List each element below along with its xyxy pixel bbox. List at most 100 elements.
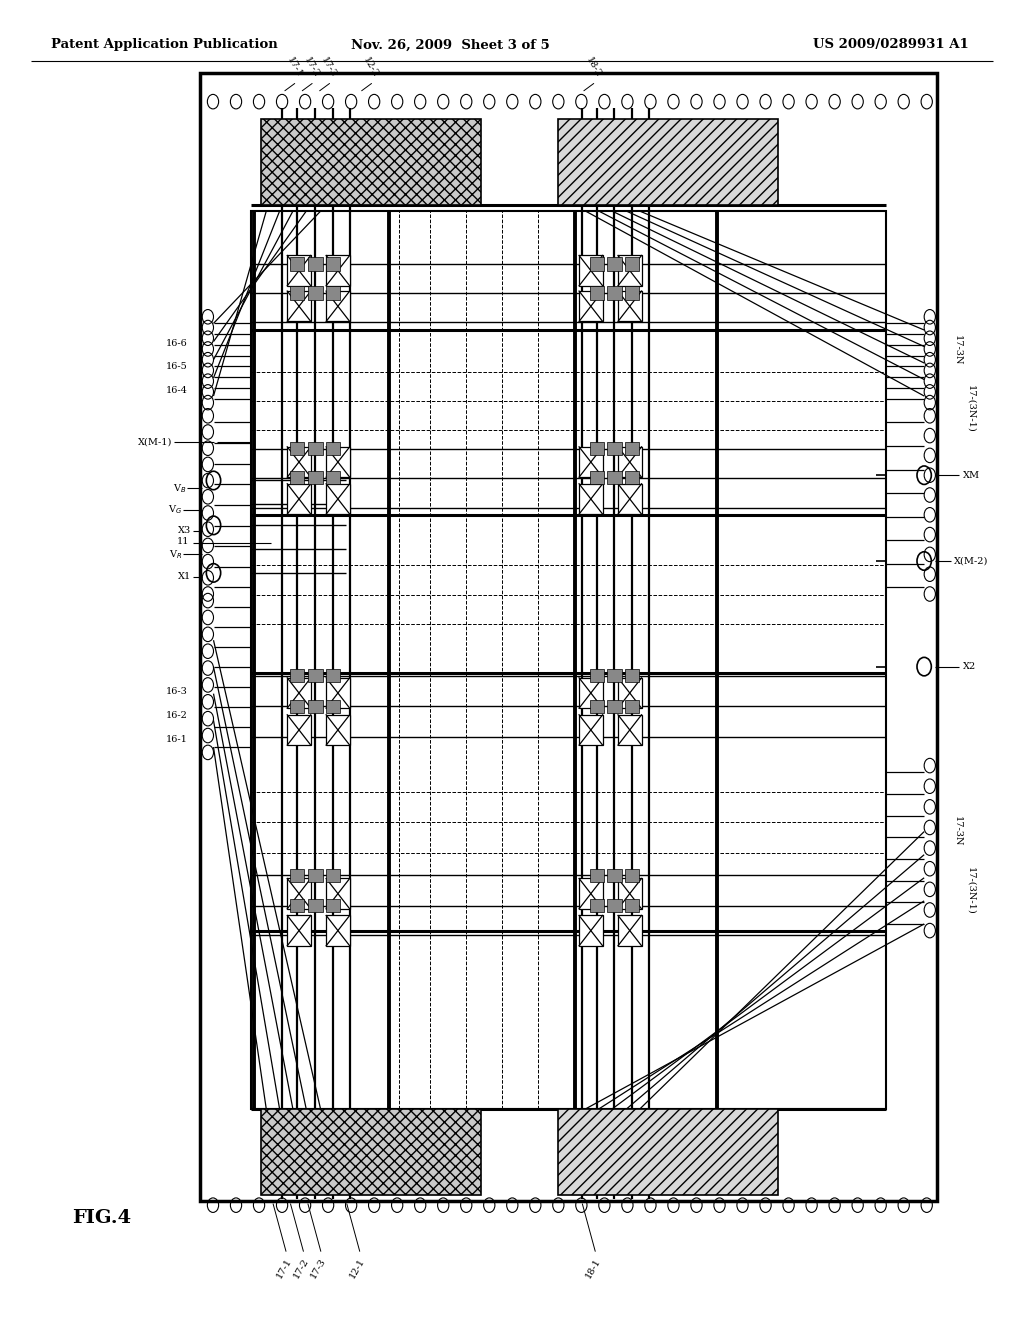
- Bar: [580, 678, 602, 708]
- Bar: [290, 700, 304, 713]
- Bar: [308, 869, 323, 882]
- Bar: [625, 257, 639, 271]
- Bar: [590, 700, 604, 713]
- Bar: [618, 255, 641, 286]
- Bar: [607, 471, 622, 484]
- Bar: [326, 257, 340, 271]
- Bar: [287, 678, 311, 708]
- Bar: [625, 899, 639, 912]
- Text: 16-2: 16-2: [166, 711, 187, 719]
- Text: 16-1: 16-1: [166, 735, 187, 743]
- Bar: [625, 669, 639, 682]
- Bar: [618, 483, 641, 513]
- Bar: [326, 442, 340, 455]
- Bar: [290, 899, 304, 912]
- Text: Patent Application Publication: Patent Application Publication: [51, 38, 278, 51]
- Bar: [580, 290, 602, 321]
- Bar: [326, 483, 350, 513]
- Bar: [607, 442, 622, 455]
- Bar: [590, 257, 604, 271]
- Text: 16-5: 16-5: [166, 363, 187, 371]
- Bar: [625, 700, 639, 713]
- Bar: [326, 899, 340, 912]
- Bar: [625, 471, 639, 484]
- Bar: [590, 669, 604, 682]
- Bar: [287, 446, 311, 477]
- Bar: [558, 119, 778, 205]
- Bar: [618, 446, 641, 477]
- Bar: [618, 290, 641, 321]
- Bar: [580, 916, 602, 945]
- Bar: [326, 916, 350, 945]
- Text: XM: XM: [963, 471, 980, 479]
- Bar: [607, 869, 622, 882]
- Bar: [590, 899, 604, 912]
- Bar: [287, 255, 311, 286]
- Bar: [326, 446, 350, 477]
- Bar: [326, 869, 340, 882]
- Bar: [287, 916, 311, 945]
- Text: X(M-1): X(M-1): [137, 438, 172, 446]
- Bar: [607, 700, 622, 713]
- Text: Nov. 26, 2009  Sheet 3 of 5: Nov. 26, 2009 Sheet 3 of 5: [351, 38, 550, 51]
- Bar: [326, 700, 340, 713]
- Bar: [326, 286, 340, 300]
- Bar: [625, 869, 639, 882]
- Bar: [326, 669, 340, 682]
- Text: 17-3N: 17-3N: [953, 816, 962, 847]
- Bar: [290, 257, 304, 271]
- Text: 17-1: 17-1: [274, 1257, 293, 1280]
- Text: 17-2: 17-2: [302, 55, 321, 79]
- Text: 11: 11: [177, 537, 189, 545]
- Bar: [580, 483, 602, 513]
- Text: 17-2: 17-2: [292, 1257, 310, 1280]
- Bar: [625, 442, 639, 455]
- Text: 17-3: 17-3: [319, 55, 338, 79]
- Bar: [580, 446, 602, 477]
- Text: 17-(3N-1): 17-(3N-1): [967, 385, 975, 433]
- Bar: [200, 73, 937, 1201]
- Bar: [308, 286, 323, 300]
- Bar: [308, 899, 323, 912]
- Text: 16-6: 16-6: [166, 339, 187, 347]
- Text: 12-1: 12-1: [348, 1257, 367, 1280]
- Bar: [580, 255, 602, 286]
- Bar: [326, 471, 340, 484]
- Bar: [590, 471, 604, 484]
- Text: V$_G$: V$_G$: [168, 503, 182, 516]
- Bar: [580, 715, 602, 744]
- Text: 12-2: 12-2: [361, 55, 380, 79]
- Bar: [618, 916, 641, 945]
- Text: 17-(3N-1): 17-(3N-1): [967, 867, 975, 915]
- Bar: [326, 715, 350, 744]
- Text: US 2009/0289931 A1: US 2009/0289931 A1: [813, 38, 969, 51]
- Bar: [290, 869, 304, 882]
- Text: V$_R$: V$_R$: [169, 548, 182, 561]
- Bar: [580, 879, 602, 908]
- Text: V$_B$: V$_B$: [173, 482, 186, 495]
- Bar: [326, 290, 350, 321]
- Text: 17-3: 17-3: [309, 1257, 328, 1280]
- Bar: [290, 442, 304, 455]
- Bar: [326, 255, 350, 286]
- Bar: [290, 669, 304, 682]
- Text: X3: X3: [178, 527, 191, 535]
- Text: 16-3: 16-3: [166, 688, 187, 696]
- Bar: [618, 879, 641, 908]
- Bar: [326, 678, 350, 708]
- Text: X2: X2: [963, 663, 976, 671]
- Bar: [618, 678, 641, 708]
- Bar: [558, 1109, 778, 1195]
- Bar: [308, 471, 323, 484]
- Bar: [618, 715, 641, 744]
- Bar: [607, 257, 622, 271]
- Bar: [590, 442, 604, 455]
- Bar: [287, 879, 311, 908]
- Bar: [590, 869, 604, 882]
- Bar: [607, 669, 622, 682]
- Text: 18-1: 18-1: [584, 1257, 602, 1280]
- Text: X(M-2): X(M-2): [954, 557, 989, 565]
- Bar: [308, 700, 323, 713]
- Bar: [607, 286, 622, 300]
- Bar: [308, 257, 323, 271]
